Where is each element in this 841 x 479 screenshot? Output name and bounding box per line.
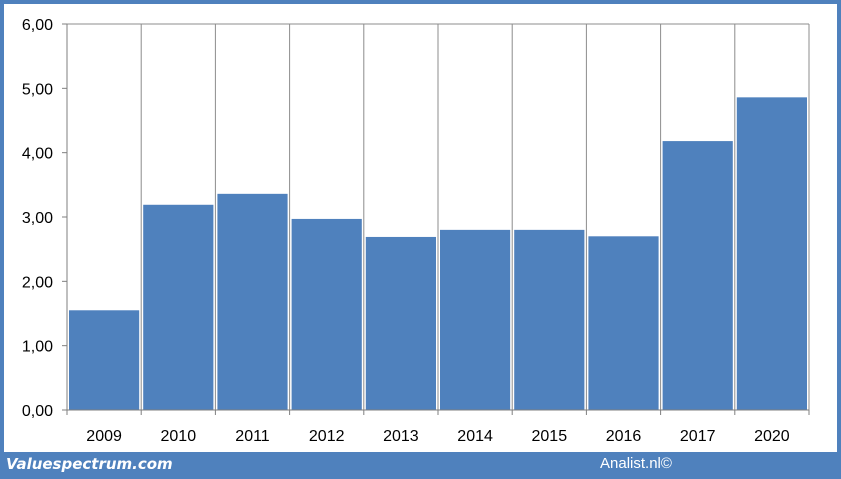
x-tick-label: 2009 xyxy=(86,428,122,445)
bar-2012 xyxy=(291,218,362,410)
y-tick-label: 5,00 xyxy=(22,81,53,98)
x-tick-label: 2011 xyxy=(235,428,270,445)
x-tick-label: 2010 xyxy=(161,428,197,445)
y-tick-label: 1,00 xyxy=(22,339,53,356)
x-tick-label: 2017 xyxy=(680,428,716,445)
bar-2017 xyxy=(662,141,733,410)
bar-2011 xyxy=(217,193,288,410)
x-tick-label: 2015 xyxy=(532,428,568,445)
x-tick-label: 2012 xyxy=(309,428,345,445)
bar-2015 xyxy=(514,229,585,410)
x-tick-label: 2013 xyxy=(383,428,419,445)
y-tick-label: 6,00 xyxy=(22,17,53,34)
x-tick-label: 2014 xyxy=(457,428,493,445)
bar-2009 xyxy=(69,310,140,410)
y-tick-label: 2,00 xyxy=(22,274,53,291)
footer-copyright-label: Analist.nl© xyxy=(600,455,672,472)
x-tick-label: 2016 xyxy=(606,428,642,445)
bar-2014 xyxy=(440,229,511,410)
y-tick-label: 3,00 xyxy=(22,210,53,227)
bar-2020 xyxy=(736,97,807,410)
bar-2016 xyxy=(588,236,659,410)
y-tick-label: 0,00 xyxy=(22,403,53,420)
bar-2010 xyxy=(143,204,214,410)
bar-2013 xyxy=(365,236,436,410)
x-tick-label: 2020 xyxy=(754,428,790,445)
footer-source-label: Valuespectrum.com xyxy=(6,455,173,473)
y-tick-label: 4,00 xyxy=(22,146,53,163)
